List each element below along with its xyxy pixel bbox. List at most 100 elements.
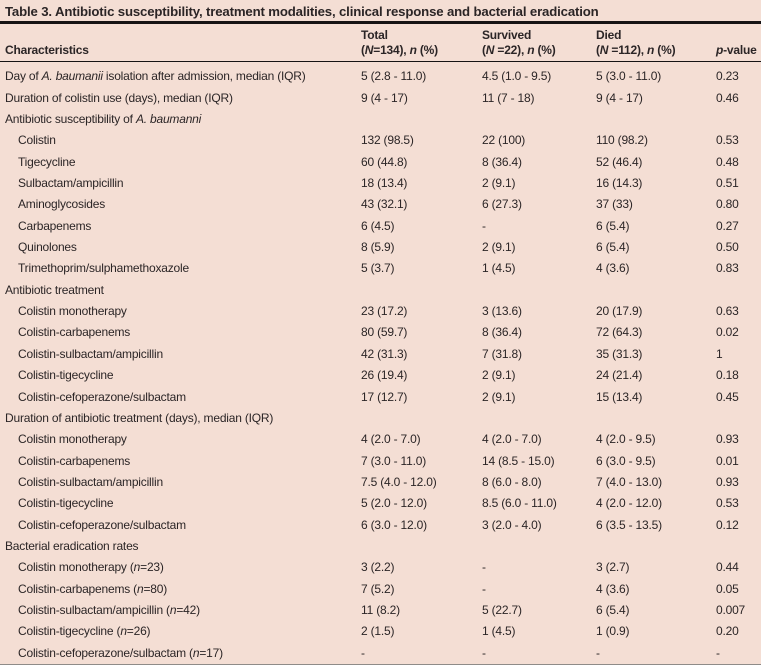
cell-died: 6 (3.5 - 13.5) (596, 517, 662, 532)
cell-total: 11 (8.2) (361, 602, 400, 617)
column-header-died-line1: Died (596, 27, 622, 42)
row-label: Quinolones (18, 240, 77, 255)
cell-total: 43 (32.1) (361, 197, 408, 212)
cell-pvalue: 0.93 (716, 474, 739, 489)
cell-survived: 5 (22.7) (482, 602, 522, 617)
cell-survived: 22 (100) (482, 133, 526, 148)
column-header-died-line2: (N =112), n (%) (596, 42, 676, 57)
table-row: Aminoglycosides 43 (32.1) 6 (27.3) 37 (3… (0, 194, 761, 215)
row-label: Tigecycline (18, 154, 76, 169)
cell-survived: 8.5 (6.0 - 11.0) (482, 496, 557, 511)
cell-survived: 7 (31.8) (482, 346, 522, 361)
row-label: Colistin-tigecycline (18, 496, 114, 511)
row-label: Day of A. baumanii isolation after admis… (5, 69, 306, 84)
cell-survived: 2 (9.1) (482, 176, 516, 191)
cell-pvalue: 0.45 (716, 389, 739, 404)
cell-survived: 4 (2.0 - 7.0) (482, 432, 542, 447)
table-row: Sulbactam/ampicillin 18 (13.4) 2 (9.1) 1… (0, 172, 761, 193)
row-label: Aminoglycosides (18, 197, 106, 212)
cell-survived: 6 (27.3) (482, 197, 522, 212)
table-row: Colistin-carbapenems (n=80) 7 (5.2) - 4 … (0, 578, 761, 599)
table-row: Trimethoprim/sulphamethoxazole 5 (3.7) 1… (0, 258, 761, 279)
cell-survived: - (482, 560, 486, 575)
cell-died: 4 (3.6) (596, 581, 630, 596)
cell-died: 35 (31.3) (596, 346, 643, 361)
cell-pvalue: 0.007 (716, 602, 746, 617)
row-label: Colistin-tigecycline (n=26) (18, 624, 151, 639)
row-label: Trimethoprim/sulphamethoxazole (18, 261, 189, 276)
cell-died: 16 (14.3) (596, 176, 643, 191)
row-label: Colistin-cefoperazone/sulbactam (18, 517, 186, 532)
cell-died: 20 (17.9) (596, 304, 643, 319)
table-row: Antibiotic treatment (0, 279, 761, 300)
row-label: Colistin-carbapenems (18, 325, 131, 340)
cell-survived: 8 (36.4) (482, 154, 522, 169)
cell-total: 23 (17.2) (361, 304, 408, 319)
cell-total: - (361, 645, 365, 660)
cell-died: - (596, 645, 600, 660)
cell-survived: 4.5 (1.0 - 9.5) (482, 69, 552, 84)
cell-total: 5 (3.7) (361, 261, 395, 276)
column-header-survived: Survived (N =22), n (%) (482, 28, 596, 58)
cell-died: 4 (2.0 - 12.0) (596, 496, 662, 511)
cell-total: 18 (13.4) (361, 176, 408, 191)
cell-pvalue: 0.93 (716, 432, 739, 447)
cell-died: 6 (3.0 - 9.5) (596, 453, 656, 468)
table-row: Colistin-sulbactam/ampicillin 42 (31.3) … (0, 343, 761, 364)
cell-pvalue: 0.23 (716, 69, 739, 84)
table-row: Colistin-carbapenems 7 (3.0 - 11.0) 14 (… (0, 450, 761, 471)
cell-pvalue: 0.20 (716, 624, 739, 639)
row-label: Bacterial eradication rates (5, 538, 139, 553)
cell-died: 110 (98.2) (596, 133, 648, 148)
cell-pvalue: 0.80 (716, 197, 739, 212)
cell-total: 7 (3.0 - 11.0) (361, 453, 427, 468)
cell-total: 5 (2.0 - 12.0) (361, 496, 427, 511)
cell-survived: 3 (2.0 - 4.0) (482, 517, 542, 532)
cell-pvalue: 0.12 (716, 517, 739, 532)
cell-pvalue: 0.02 (716, 325, 739, 340)
cell-pvalue: 0.53 (716, 133, 739, 148)
row-label: Colistin monotherapy (18, 432, 127, 447)
row-label: Antibiotic susceptibility of A. baumanni (5, 112, 202, 127)
row-label: Sulbactam/ampicillin (18, 176, 124, 191)
cell-died: 6 (5.4) (596, 218, 630, 233)
cell-survived: - (482, 218, 486, 233)
table-row: Colistin 132 (98.5) 22 (100) 110 (98.2) … (0, 130, 761, 151)
cell-died: 37 (33) (596, 197, 633, 212)
column-header-total-line2: (N=134), n (%) (361, 42, 438, 57)
cell-total: 17 (12.7) (361, 389, 408, 404)
cell-survived: 1 (4.5) (482, 624, 516, 639)
cell-total: 3 (2.2) (361, 560, 395, 575)
row-label: Colistin-carbapenems (18, 453, 131, 468)
cell-pvalue: 0.05 (716, 581, 739, 596)
cell-survived: 3 (13.6) (482, 304, 522, 319)
cell-total: 6 (4.5) (361, 218, 395, 233)
table-row: Colistin-cefoperazone/sulbactam (n=17) -… (0, 642, 761, 663)
table-row: Colistin-cefoperazone/sulbactam 6 (3.0 -… (0, 514, 761, 535)
header-rule (0, 60, 761, 63)
cell-pvalue: - (716, 645, 720, 660)
table-body: Day of A. baumanii isolation after admis… (0, 62, 761, 663)
cell-pvalue: 1 (716, 346, 723, 361)
row-label: Carbapenems (18, 218, 92, 233)
cell-pvalue: 0.44 (716, 560, 739, 575)
cell-survived: 2 (9.1) (482, 368, 516, 383)
cell-total: 4 (2.0 - 7.0) (361, 432, 421, 447)
table-row: Duration of colistin use (days), median … (0, 87, 761, 108)
cell-died: 4 (3.6) (596, 261, 630, 276)
table-row: Quinolones 8 (5.9) 2 (9.1) 6 (5.4) 0.50 (0, 236, 761, 257)
cell-died: 7 (4.0 - 13.0) (596, 474, 662, 489)
table-row: Day of A. baumanii isolation after admis… (0, 66, 761, 87)
row-label: Duration of antibiotic treatment (days),… (5, 410, 274, 425)
row-label: Antibiotic treatment (5, 282, 104, 297)
table-row: Colistin-tigecycline (n=26) 2 (1.5) 1 (4… (0, 621, 761, 642)
column-header-survived-line1: Survived (482, 27, 532, 42)
row-label: Colistin-sulbactam/ampicillin (18, 346, 163, 361)
row-label: Colistin-sulbactam/ampicillin (18, 474, 163, 489)
cell-total: 7 (5.2) (361, 581, 395, 596)
table-row: Colistin-tigecycline 26 (19.4) 2 (9.1) 2… (0, 365, 761, 386)
table-row: Colistin-cefoperazone/sulbactam 17 (12.7… (0, 386, 761, 407)
row-label: Colistin-cefoperazone/sulbactam (n=17) (18, 645, 223, 660)
cell-pvalue: 0.63 (716, 304, 739, 319)
